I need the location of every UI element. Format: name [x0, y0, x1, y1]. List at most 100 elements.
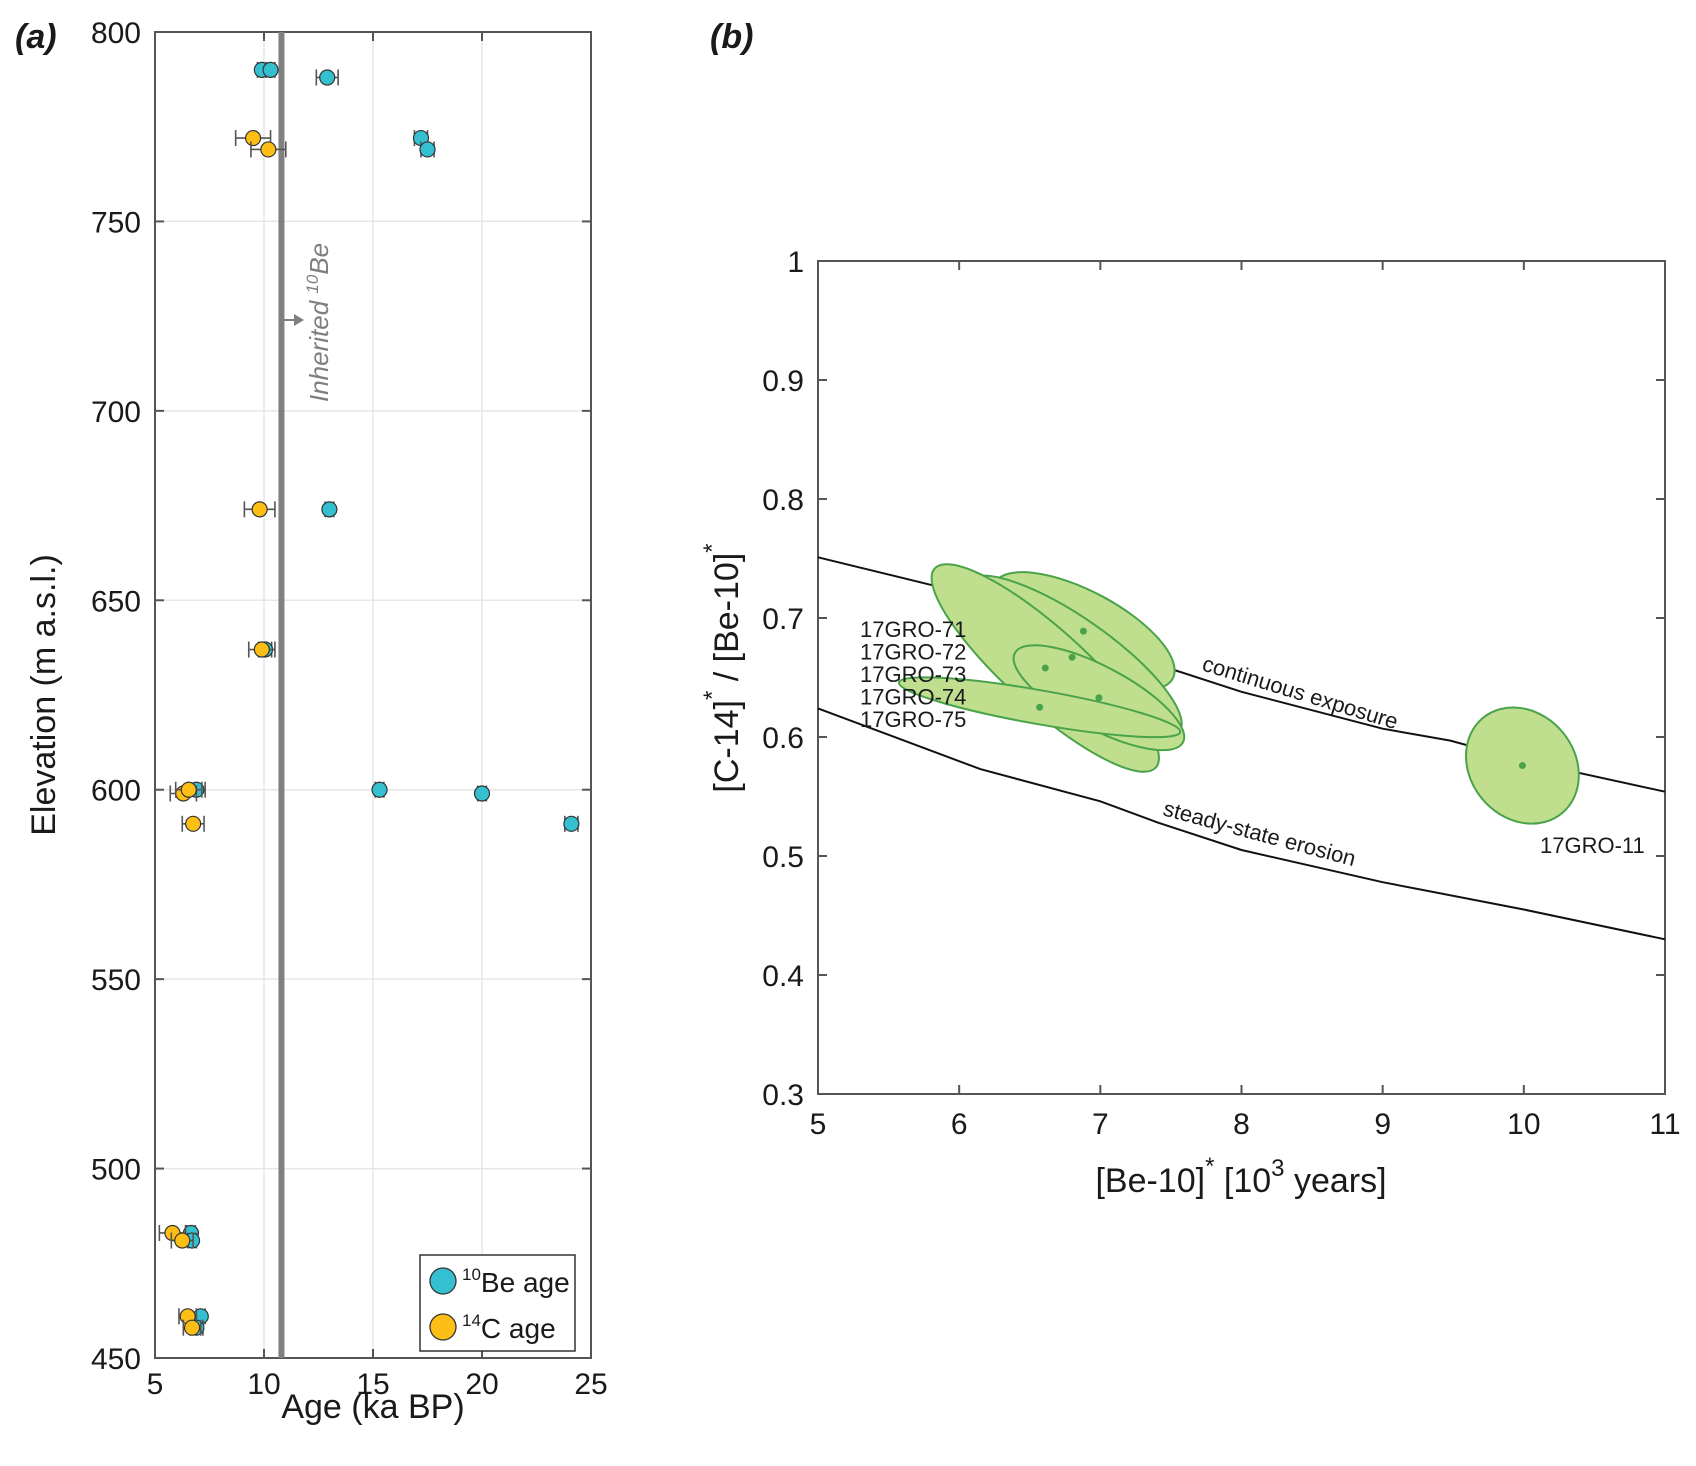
y-tick-label: 0.5 [762, 841, 804, 874]
c14-point [174, 781, 203, 798]
y-tick-label: 450 [91, 1343, 141, 1376]
panel-a-x-axis-title: Age (ka BP) [281, 1388, 464, 1426]
y-tick-label: 700 [91, 396, 141, 429]
xlabel-sup: 3 [1271, 1155, 1284, 1182]
y-tick-label: 1 [787, 246, 804, 279]
arrow-right-icon [294, 314, 304, 326]
panel-a-y-axis-title: Elevation (m a.s.l.) [25, 554, 63, 836]
panel-b-x-axis-title: [Be-10]* [103 years] [1095, 1153, 1386, 1200]
y-tick-label: 550 [91, 964, 141, 997]
be10-point [473, 785, 491, 802]
legend-text-10be: Be age [481, 1267, 570, 1298]
c14-point [182, 1319, 202, 1336]
y-tick-label: 500 [91, 1154, 141, 1187]
legend-label-14c: 14C age [462, 1311, 556, 1344]
y-tick-label: 0.8 [762, 484, 804, 517]
data-marker [260, 141, 277, 158]
xlabel-star: * [1205, 1153, 1214, 1180]
data-marker [419, 141, 436, 158]
sample-point-17gro-74 [1095, 694, 1103, 702]
panel-a-grid [155, 32, 591, 1358]
xlabel-end: years] [1285, 1162, 1387, 1200]
x-tick-label: 6 [951, 1108, 968, 1141]
be10-point [419, 141, 436, 158]
sample-point-17gro-73 [1041, 664, 1049, 672]
data-marker [319, 69, 336, 86]
be10-point [371, 781, 388, 798]
y-tick-label: 0.3 [762, 1079, 804, 1112]
data-marker [183, 1319, 201, 1336]
be10-point [262, 61, 279, 78]
steady-state-erosion-curve [817, 707, 1666, 941]
x-tick-label: 10 [247, 1368, 280, 1401]
inherited-annotation: Inherited 10Be [284, 243, 334, 402]
inherited-label-sup: 10 [303, 274, 322, 293]
legend: 10Be age 14C age [419, 1254, 576, 1352]
data-marker [563, 815, 580, 832]
xlabel-main: [Be-10] [1095, 1162, 1205, 1200]
legend-text-14c: C age [481, 1313, 556, 1344]
sample-label-17gro-75: 17GRO-75 [860, 707, 966, 732]
inherited-label-suffix: Be [304, 243, 334, 275]
sample-label-17gro-74: 17GRO-74 [860, 685, 966, 710]
data-marker [371, 781, 388, 798]
sample-point-17gro-72 [1068, 653, 1076, 661]
x-tick-label: 11 [1649, 1108, 1680, 1141]
ylabel-star-2: * [699, 543, 726, 552]
be10-point [315, 69, 339, 86]
data-marker [321, 501, 338, 518]
y-tick-label: 0.4 [762, 960, 804, 993]
c14-point [247, 641, 276, 658]
sample-label-17gro-73: 17GRO-73 [860, 662, 966, 687]
data-marker [473, 785, 491, 802]
ylabel-star-1: * [699, 691, 726, 700]
legend-sup-10be: 10 [462, 1265, 481, 1284]
y-tick-label: 0.6 [762, 722, 804, 755]
sample-label-17gro-71: 17GRO-71 [860, 617, 966, 642]
sample-label-17gro-11: 17GRO-11 [1540, 833, 1645, 858]
c14-point [181, 815, 205, 832]
c14-point [243, 501, 276, 518]
panel-b-ellipses [897, 563, 1580, 825]
sample-point-17gro-11 [1518, 762, 1526, 770]
c14-point [234, 129, 272, 147]
x-tick-label: 7 [1092, 1108, 1109, 1141]
x-tick-label: 9 [1374, 1108, 1391, 1141]
curve-label-continuous-exposure: continuous exposure [1200, 651, 1401, 734]
sample-point-17gro-71 [1079, 627, 1087, 635]
panel-a-label: (a) [15, 18, 57, 56]
x-tick-label: 20 [465, 1368, 498, 1401]
panel-b-y-axis-title: [C-14]* / [Be-10]* [699, 543, 746, 792]
legend-label-10be: 10Be age [462, 1265, 570, 1298]
y-tick-label: 0.7 [762, 603, 804, 636]
inherited-label-prefix: Inherited [304, 294, 334, 402]
data-marker [253, 641, 270, 658]
ylabel-part1: [C-14] [708, 700, 746, 793]
y-tick-label: 600 [91, 775, 141, 808]
sample-label-17gro-72: 17GRO-72 [860, 640, 966, 665]
inherited-label: Inherited 10Be [303, 243, 334, 402]
legend-sup-14c: 14 [462, 1311, 481, 1330]
data-marker [185, 815, 202, 832]
xlabel-rest: [10 [1214, 1162, 1271, 1200]
data-marker [245, 129, 262, 147]
x-tick-label: 10 [1507, 1108, 1540, 1141]
y-tick-label: 800 [91, 17, 141, 50]
c14-point [170, 1232, 194, 1249]
be10-point [321, 501, 338, 518]
be10-point [563, 815, 580, 832]
panel-b: (b) 5 6 7 8 9 10 11 0.3 0.4 0.5 0.6 0.7 0.8 0.9 1 17GR… [699, 18, 1681, 1200]
panel-a: (a) 5 10 15 20 25 450 500 550 600 650 700 750 800 In… [15, 17, 608, 1426]
y-tick-label: 750 [91, 206, 141, 239]
panel-a-points [158, 61, 580, 1336]
x-tick-label: 25 [574, 1368, 607, 1401]
sample-point-17gro-75 [1036, 703, 1044, 711]
legend-marker-10be [429, 1267, 457, 1295]
x-tick-label: 15 [356, 1368, 389, 1401]
x-tick-label: 5 [147, 1368, 164, 1401]
y-tick-label: 650 [91, 585, 141, 618]
legend-marker-14c [429, 1313, 457, 1341]
data-marker [262, 61, 279, 78]
